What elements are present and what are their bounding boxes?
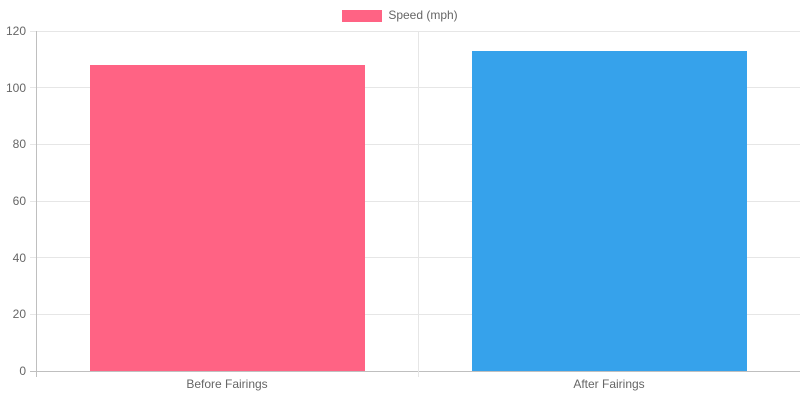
legend-label: Speed (mph) bbox=[388, 8, 458, 22]
h-gridline bbox=[30, 257, 800, 259]
plot-area: Before Fairings After Fairings bbox=[30, 30, 800, 391]
y-axis-line bbox=[35, 31, 37, 377]
bar-after-fairings[interactable] bbox=[472, 51, 747, 371]
bar-before-fairings[interactable] bbox=[90, 65, 365, 371]
y-axis-labels: 0 20 40 60 80 100 120 bbox=[0, 24, 36, 378]
v-gridline bbox=[417, 31, 419, 377]
y-axis-tick-label: 0 bbox=[19, 364, 26, 378]
y-axis-tick-label: 20 bbox=[12, 307, 26, 322]
y-axis-tick-label: 120 bbox=[5, 24, 26, 38]
h-gridline bbox=[30, 30, 800, 32]
y-axis-tick-label: 40 bbox=[12, 250, 26, 265]
y-axis-tick-label: 80 bbox=[12, 137, 26, 152]
h-gridline bbox=[30, 200, 800, 202]
x-axis-tick-label-before-fairings: Before Fairings bbox=[186, 377, 268, 391]
legend-swatch-icon bbox=[342, 9, 383, 22]
h-gridline bbox=[30, 313, 800, 315]
x-axis-tick-label-after-fairings: After Fairings bbox=[573, 377, 645, 391]
h-gridline bbox=[30, 87, 800, 89]
y-axis-tick-label: 100 bbox=[5, 80, 26, 95]
chart-legend[interactable]: Speed (mph) bbox=[0, 8, 800, 23]
h-gridline bbox=[30, 143, 800, 145]
x-axis-baseline bbox=[30, 370, 800, 372]
y-axis-tick-label: 60 bbox=[12, 194, 26, 208]
